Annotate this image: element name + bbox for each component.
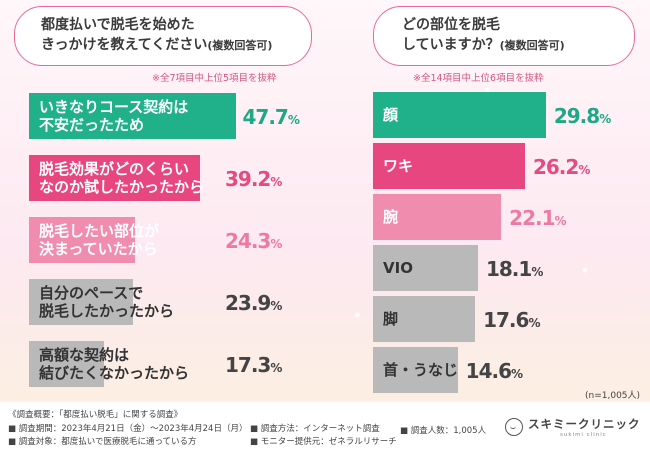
bar-value-2: 39.2% xyxy=(225,167,282,191)
left-question-box: 都度払いで脱毛を始めた きっかけを教えてください(複数回答可) xyxy=(14,6,312,66)
bar-value-1: 47.7% xyxy=(242,105,299,129)
bar-label-4: VIO xyxy=(383,259,413,277)
left-question-line1: 都度払いで脱毛を始めた xyxy=(41,17,195,33)
bar-area-1 xyxy=(373,92,546,138)
bar-reason-4 xyxy=(29,279,133,325)
bar-value-5: 17.3% xyxy=(225,353,282,377)
bar-value-5: 17.6% xyxy=(483,308,540,332)
bar-reason-3 xyxy=(29,217,135,263)
survey-period: ■ 調査期間：2023年4月21日（金）〜2023年4月24日（月） xyxy=(8,424,248,434)
bar-value-6: 14.6% xyxy=(465,359,523,383)
bar-area-5 xyxy=(373,296,476,342)
right-question-line2: していますか？ xyxy=(402,37,500,53)
bar-label-3: 脱毛したい部位が 決まっていたから xyxy=(39,222,160,258)
bar-area-3 xyxy=(373,194,502,240)
right-question-box: どの部位を脱毛 していますか？(複数回答可) xyxy=(373,6,635,66)
clinic-logo-text: スキミークリニック xyxy=(528,417,641,431)
clinic-logo-subtext: sukimi clinic xyxy=(560,432,607,438)
bar-label-2: ワキ xyxy=(383,157,414,175)
bar-label-5: 高額な契約は 結びたくなかったから xyxy=(39,346,190,382)
bar-value-4: 18.1% xyxy=(485,257,543,281)
monitor-provider: ■ モニター提供元：ゼネラルリサーチ xyxy=(250,437,397,447)
bar-value-2: 26.2% xyxy=(532,155,590,179)
left-question-suffix: (複数回答可) xyxy=(207,39,273,52)
survey-target: ■ 調査対象：都度払いで医療脱毛に通っている方 xyxy=(8,437,197,447)
bar-label-2: 脱毛効果がどのくらい なのか試したかったから xyxy=(39,160,205,196)
bar-area-2 xyxy=(373,143,525,189)
right-question-suffix: (複数回答可) xyxy=(499,39,565,52)
bar-label-1: いきなりコース契約は 不安だったため xyxy=(39,98,189,134)
bar-area-4 xyxy=(373,245,478,291)
footer: 《調査概要：「都度払い脱毛」に関する調査》 ■ 調査期間：2023年4月21日（… xyxy=(0,402,650,450)
bar-value-3: 24.3% xyxy=(225,229,282,253)
left-question-line2: きっかけを教えてください xyxy=(41,37,208,53)
bar-label-3: 腕 xyxy=(383,208,399,226)
bar-label-5: 脚 xyxy=(383,310,399,328)
survey-count: ■ 調査人数：1,005人 xyxy=(400,426,487,436)
survey-overview: 《調査概要：「都度払い脱毛」に関する調査》 xyxy=(8,410,183,420)
bar-reason-5 xyxy=(29,341,105,387)
bar-area-6 xyxy=(373,347,458,393)
left-note: ※全7項目中上位5項目を抜粋 xyxy=(152,73,277,84)
right-note: ※全14項目中上位6項目を抜粋 xyxy=(413,73,544,84)
sample-size: (n=1,005人) xyxy=(585,391,641,401)
bar-reason-2 xyxy=(29,155,200,201)
bar-value-1: 29.8% xyxy=(553,104,611,128)
bar-value-3: 22.1% xyxy=(509,206,566,230)
right-question-line1: どの部位を脱毛 xyxy=(402,17,500,33)
bar-value-4: 23.9% xyxy=(225,291,282,315)
bar-reason-1 xyxy=(29,93,237,139)
survey-method: ■ 調査方法：インターネット調査 xyxy=(250,424,380,434)
bar-label-4: 自分のペースで 脱毛したかったから xyxy=(39,284,175,320)
bar-label-1: 顔 xyxy=(383,106,399,124)
bar-label-6: 首・うなじ xyxy=(383,361,459,379)
clinic-logo-icon xyxy=(505,418,523,436)
